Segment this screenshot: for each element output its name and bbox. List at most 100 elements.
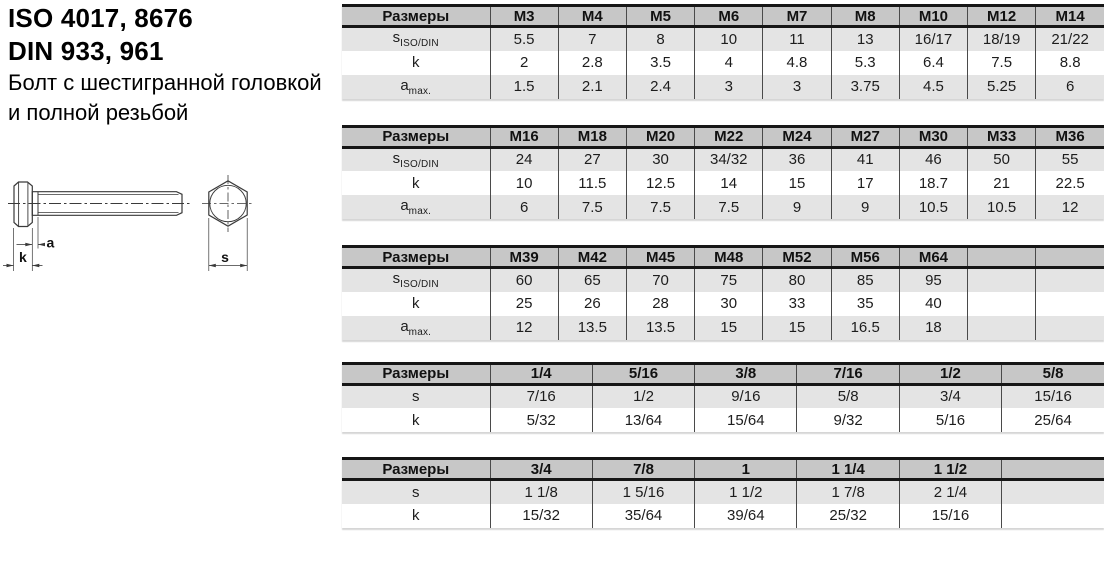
dimension-value: 10.5 [967,195,1036,219]
dimension-value: 3/4 [898,384,1002,408]
dimension-value: 5.3 [830,50,900,75]
col-header-M3: M3 [489,5,559,28]
col-header-M22: M22 [694,126,763,149]
dimension-value: 33 [762,291,832,316]
table-metric-m16-m36: Размеры M16 M18 M20 M22 M24 M27 M30 M33 M36 sISO/D… [342,124,1104,219]
dimension-value: 15/16 [1001,384,1104,408]
table-header-row: Размеры M16 M18 M20 M22 M24 M27 M30 M33 M36 [342,126,1104,149]
dimension-value: 12.5 [625,171,695,195]
dimension-value: 30 [694,291,763,316]
standard-din-title: DIN 933, 961 [8,36,164,66]
col-header-M48: M48 [694,246,763,269]
table-metric-m3-m14: Размеры M3 M4 M5 M6 M7 M8 M10 M12 M14 sISO/DIN 5.5 7… [342,4,1104,99]
col-header-M64: M64 [898,246,968,269]
col-header-empty [967,246,1036,269]
dimension-value: 3.75 [830,74,900,99]
dimension-value-empty [1035,267,1104,292]
dimension-value: 6.4 [898,50,968,75]
dimension-value: 6 [489,195,559,219]
dimension-value-empty [1001,479,1104,504]
dimension-value: 13.5 [625,315,695,340]
col-header-sizes: Размеры [342,458,490,481]
dimension-value: 15 [762,171,832,195]
col-header-5-16: 5/16 [591,363,695,386]
dimension-value: 4.5 [898,74,968,99]
dimension-value: 15/32 [489,503,593,528]
tables-column: Размеры M3 M4 M5 M6 M7 M8 M10 M12 M14 sISO/DIN 5.5 7… [342,4,1104,528]
table-row-s: sISO/DIN 24 27 30 34/32 36 41 46 50 55 [342,147,1104,171]
dimension-value: 15/64 [694,408,797,432]
dimension-value: 8.8 [1035,50,1104,75]
dimension-value: 6 [1035,74,1104,99]
dimension-value: 9/32 [796,408,900,432]
dimension-value: 13.5 [557,315,627,340]
dimension-value: 2 [489,50,559,75]
dimension-value: 5/32 [489,408,593,432]
row-label-s: sISO/DIN [342,26,490,51]
row-label-k: k [342,50,490,75]
dimension-value: 14 [694,171,763,195]
dimension-value: 16.5 [830,315,900,340]
dimension-value: 1.5 [489,74,559,99]
col-header-3-4: 3/4 [489,458,593,481]
table-row-a: amax. 12 13.5 13.5 15 15 16.5 18 [342,315,1104,340]
dimension-value: 4 [694,50,763,75]
col-header-M20: M20 [625,126,695,149]
dimension-value: 8 [625,26,695,51]
dimension-value: 39/64 [694,503,797,528]
dimension-value: 7.5 [625,195,695,219]
col-header-sizes: Размеры [342,363,490,386]
table-row-k: k 5/32 13/64 15/64 9/32 5/16 25/64 [342,408,1104,432]
dimension-value-empty [967,315,1036,340]
col-header-M42: M42 [557,246,627,269]
dimension-value: 11 [762,26,832,51]
dimension-value: 35 [830,291,900,316]
dimension-value: 2.8 [557,50,627,75]
dim-label-k: k [19,249,27,265]
dimension-value: 12 [489,315,559,340]
dimension-value: 4.8 [762,50,832,75]
dimension-value: 3.5 [625,50,695,75]
row-label-s: sISO/DIN [342,267,490,292]
col-header-M52: M52 [762,246,832,269]
row-label-k: k [342,408,490,432]
dimension-value: 1 1/8 [489,479,593,504]
dimension-value: 18 [898,315,968,340]
dimension-value: 13 [830,26,900,51]
dimension-value: 5.5 [489,26,559,51]
col-header-M8: M8 [830,5,900,28]
row-label-a: amax. [342,315,490,340]
col-header-M36: M36 [1035,126,1104,149]
col-header-M7: M7 [762,5,832,28]
dimension-value: 10.5 [898,195,968,219]
col-header-sizes: Размеры [342,126,490,149]
dimension-value: 41 [830,147,900,171]
dimension-value: 15 [694,315,763,340]
col-header-M16: M16 [489,126,559,149]
table-imperial-1-4-to-5-8: Размеры 1/4 5/16 3/8 7/16 1/2 5/8 s 7/16 1/2 9/16 5… [342,361,1104,432]
row-label-s: sISO/DIN [342,147,490,171]
dim-label-a: a [47,235,55,251]
col-header-M5: M5 [625,5,695,28]
table-row-s: sISO/DIN 5.5 7 8 10 11 13 16/17 18/19 21/22 [342,26,1104,51]
dimension-value: 50 [967,147,1036,171]
table-row-s: sISO/DIN 60 65 70 75 80 85 95 [342,267,1104,292]
col-header-M30: M30 [898,126,968,149]
dimension-value: 17 [830,171,900,195]
table-row-s: s 7/16 1/2 9/16 5/8 3/4 15/16 [342,384,1104,408]
dimension-value: 40 [898,291,968,316]
dimension-value: 55 [1035,147,1104,171]
col-header-M56: M56 [830,246,900,269]
row-label-a: amax. [342,195,490,219]
product-description-line2: и полной резьбой [8,100,189,125]
dimension-value: 85 [830,267,900,292]
dimension-value: 36 [762,147,832,171]
dimension-value-empty [1001,503,1104,528]
dimension-value: 9 [830,195,900,219]
col-header-M18: M18 [557,126,627,149]
dim-label-s: s [221,249,229,265]
col-header-5-8: 5/8 [1001,363,1104,386]
col-header-sizes: Размеры [342,246,490,269]
dimension-value: 15/16 [898,503,1002,528]
